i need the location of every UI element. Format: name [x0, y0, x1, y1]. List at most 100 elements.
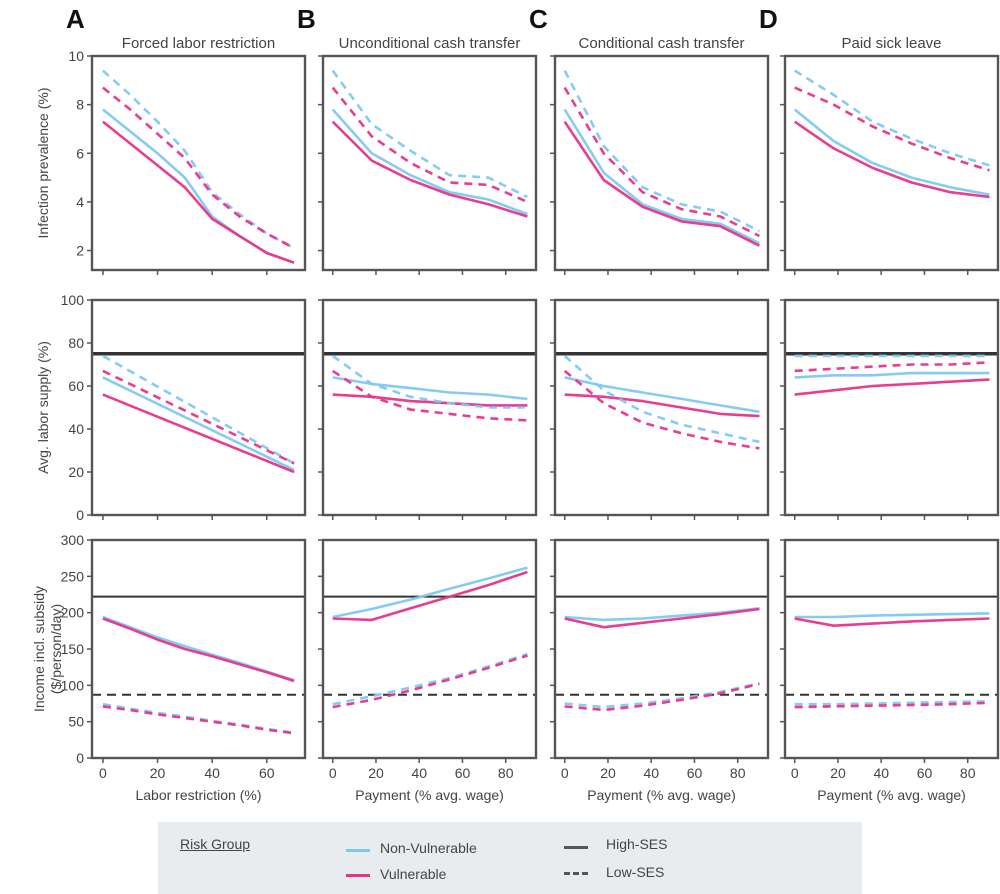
series-line-c-labor-vulnerable-high	[564, 393, 760, 418]
y-tick-label-a-labor-0: 0	[76, 507, 84, 523]
panel-title-c: Conditional cash transfer	[579, 35, 745, 52]
x-axis-label-b-income: Payment (% avg. wage)	[355, 787, 504, 803]
legend: Risk Group Non-Vulnerable Vulnerable Hig…	[158, 822, 862, 894]
plot-frame-c-infection	[553, 54, 770, 272]
y-tick-label-a-income-200: 200	[61, 605, 85, 621]
plot-frame-b-labor	[321, 298, 538, 517]
series-line-c-infection-non_vulnerable-high	[563, 108, 760, 245]
panel-letter-a: A	[66, 4, 85, 34]
x-axis-label-a-income: Labor restriction (%)	[135, 787, 261, 803]
y-tick-label-a-infection-6: 6	[76, 145, 84, 161]
series-line-a-labor-non_vulnerable-high	[102, 376, 295, 472]
series-line-a-infection-vulnerable-high	[102, 120, 295, 264]
plot-frame-a-infection	[90, 54, 307, 272]
series-line-c-income-vulnerable-high	[564, 607, 760, 629]
plot-frame-a-income	[90, 538, 307, 760]
series-line-b-income-non_vulnerable-high	[332, 566, 528, 619]
y-axis-label-a-income-units: ($/person/day)	[48, 604, 64, 694]
legend-title: Risk Group	[180, 836, 251, 852]
legend-swatch-high-ses	[564, 846, 588, 849]
series-line-c-infection-vulnerable-low	[563, 86, 760, 238]
x-tick-label-c-income-80: 80	[730, 765, 746, 781]
x-axis-label-d-income: Payment (% avg. wage)	[817, 787, 966, 803]
x-tick-label-a-income-60: 60	[259, 765, 275, 781]
panel-title-a: Forced labor restriction	[122, 35, 275, 52]
series-line-b-income-non_vulnerable-low	[332, 652, 528, 706]
y-tick-label-a-income-250: 250	[61, 568, 85, 584]
plot-frame-b-infection	[321, 54, 538, 272]
legend-swatch-low-ses	[564, 872, 588, 875]
plot-frame-b-income	[321, 538, 538, 760]
series-line-a-labor-vulnerable-high	[102, 393, 295, 474]
series-line-b-income-vulnerable-low	[332, 654, 528, 709]
series-line-d-infection-non_vulnerable-high	[793, 108, 990, 196]
x-tick-label-c-income-60: 60	[687, 765, 703, 781]
x-tick-label-c-income-20: 20	[600, 765, 616, 781]
y-axis-label-a-infection: Infection prevalence (%)	[35, 88, 51, 239]
series-line-c-labor-vulnerable-low	[563, 369, 760, 450]
x-tick-label-d-income-20: 20	[830, 765, 846, 781]
series-line-d-labor-vulnerable-high	[794, 378, 990, 396]
legend-label-vulnerable: Vulnerable	[380, 866, 447, 882]
plot-frame-a-labor	[90, 298, 307, 517]
series-line-c-labor-non_vulnerable-low	[563, 354, 760, 444]
series-line-c-income-non_vulnerable-low	[564, 681, 760, 709]
x-tick-label-b-income-0: 0	[329, 765, 337, 781]
y-tick-label-a-infection-10: 10	[68, 48, 84, 64]
plot-frame-d-income	[783, 538, 1000, 760]
y-tick-label-a-infection-2: 2	[76, 243, 84, 259]
series-line-a-infection-non_vulnerable-high	[102, 108, 295, 264]
y-tick-label-a-income-150: 150	[61, 641, 85, 657]
series-line-a-labor-vulnerable-low	[102, 369, 295, 465]
panel-letter-d: D	[759, 4, 778, 34]
series-line-c-infection-non_vulnerable-low	[563, 70, 760, 233]
series-line-b-labor-non_vulnerable-high	[332, 376, 528, 401]
plot-frame-c-labor	[553, 298, 770, 517]
series-line-d-infection-non_vulnerable-low	[794, 69, 990, 167]
series-line-b-labor-vulnerable-high	[332, 393, 528, 407]
x-tick-label-b-income-20: 20	[368, 765, 384, 781]
panel-title-b: Unconditional cash transfer	[339, 35, 521, 52]
legend-label-low-ses: Low-SES	[606, 864, 665, 880]
y-tick-label-a-labor-80: 80	[68, 335, 84, 351]
y-axis-label-a-labor: Avg. labor supply (%)	[35, 341, 51, 474]
series-line-c-labor-non_vulnerable-high	[564, 376, 760, 414]
series-line-b-income-vulnerable-high	[332, 570, 528, 622]
y-tick-label-a-infection-8: 8	[76, 97, 84, 113]
series-line-a-infection-vulnerable-low	[102, 86, 295, 250]
x-tick-label-d-income-40: 40	[873, 765, 889, 781]
series-line-c-infection-vulnerable-high	[563, 120, 760, 247]
y-tick-label-a-labor-100: 100	[61, 292, 85, 308]
y-tick-label-a-labor-20: 20	[68, 464, 84, 480]
x-tick-label-b-income-80: 80	[498, 765, 514, 781]
panel-letter-b: B	[297, 4, 316, 34]
x-tick-label-d-income-0: 0	[791, 765, 799, 781]
x-axis-label-c-income: Payment (% avg. wage)	[587, 787, 736, 803]
x-tick-label-d-income-80: 80	[960, 765, 976, 781]
legend-swatch-non-vulnerable	[346, 849, 370, 852]
y-tick-label-a-labor-40: 40	[68, 421, 84, 437]
series-line-d-income-non_vulnerable-low	[794, 700, 990, 706]
legend-swatch-vulnerable	[346, 874, 370, 877]
legend-label-non-vulnerable: Non-Vulnerable	[380, 840, 477, 856]
series-line-d-infection-vulnerable-high	[793, 120, 990, 199]
series-line-a-income-non_vulnerable-low	[102, 702, 295, 734]
legend-label-high-ses: High-SES	[606, 836, 668, 852]
y-axis-label-a-income: Income incl. subsidy	[31, 586, 47, 712]
series-line-a-income-vulnerable-low	[102, 705, 295, 735]
series-line-a-income-vulnerable-high	[102, 617, 295, 683]
plot-frame-d-labor	[783, 298, 1000, 517]
series-line-b-labor-vulnerable-low	[331, 369, 528, 422]
y-tick-label-a-labor-60: 60	[68, 378, 84, 394]
plot-frame-d-infection	[783, 54, 1000, 272]
plot-frame-c-income	[553, 538, 770, 760]
series-line-d-income-vulnerable-low	[794, 701, 990, 709]
series-line-a-infection-non_vulnerable-low	[102, 69, 295, 250]
series-line-d-income-vulnerable-high	[794, 617, 990, 628]
y-tick-label-a-income-0: 0	[76, 750, 84, 766]
x-tick-label-b-income-40: 40	[411, 765, 427, 781]
series-line-a-labor-non_vulnerable-low	[102, 354, 295, 465]
series-line-d-labor-vulnerable-low	[794, 361, 990, 373]
x-tick-label-c-income-40: 40	[643, 765, 659, 781]
